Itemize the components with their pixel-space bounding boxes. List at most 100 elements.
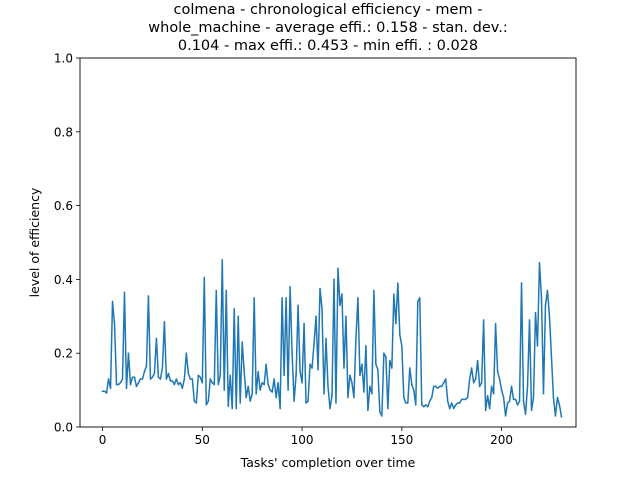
- series-point: [101, 390, 104, 392]
- series-point: [345, 315, 347, 318]
- series-point: [381, 415, 383, 417]
- series-point: [213, 383, 216, 386]
- series-point: [468, 378, 471, 380]
- series-point: [303, 322, 305, 325]
- series-point: [305, 402, 307, 404]
- series-point: [540, 297, 543, 299]
- chart-title-line: colmena - chronological efficiency - mem…: [174, 2, 483, 18]
- series-point: [444, 378, 447, 380]
- series-point: [315, 315, 317, 318]
- series-point: [530, 409, 533, 412]
- series-point: [189, 378, 192, 380]
- series-point: [135, 385, 138, 388]
- series-point: [223, 389, 225, 391]
- series-point: [442, 381, 445, 384]
- series-point: [291, 352, 293, 354]
- series-point: [203, 276, 206, 279]
- series-point: [253, 297, 255, 299]
- series-point: [319, 287, 321, 290]
- series-point: [488, 407, 491, 410]
- series-point: [554, 415, 557, 417]
- series-point: [149, 378, 152, 380]
- series-point: [163, 321, 166, 323]
- series-point: [359, 374, 361, 377]
- series-point: [105, 392, 108, 394]
- series-point: [361, 363, 363, 366]
- series-point: [289, 286, 291, 288]
- series-point: [249, 400, 251, 402]
- series-point: [239, 402, 241, 404]
- series-point: [187, 372, 190, 375]
- series-point: [375, 363, 377, 366]
- series-point: [167, 372, 170, 375]
- series-point: [494, 322, 497, 325]
- series-point: [391, 367, 393, 369]
- series-point: [462, 398, 465, 401]
- series-point: [243, 370, 245, 373]
- series-point: [385, 356, 387, 358]
- series-point: [367, 409, 369, 412]
- series-point: [161, 367, 164, 369]
- series-point: [544, 304, 547, 306]
- series-point: [275, 396, 277, 399]
- series-point: [333, 278, 335, 281]
- series-point: [518, 400, 521, 402]
- y-tick-label: 1.0: [54, 52, 73, 66]
- series-point: [227, 405, 229, 408]
- series-point: [251, 393, 253, 395]
- series-point: [514, 398, 517, 401]
- plot-area-frame: [79, 57, 577, 428]
- series-point: [371, 393, 373, 395]
- series-point: [125, 387, 128, 389]
- series-point: [287, 389, 289, 391]
- series-point: [113, 322, 116, 325]
- series-point: [351, 381, 353, 384]
- series-point: [255, 393, 257, 395]
- series-point: [417, 300, 419, 303]
- series-point: [512, 398, 515, 401]
- series-point: [431, 396, 433, 399]
- series-point: [478, 385, 481, 388]
- series-point: [197, 374, 200, 377]
- series-point: [119, 381, 122, 384]
- series-point: [241, 341, 243, 343]
- series-point: [169, 380, 172, 382]
- series-point: [520, 282, 523, 284]
- series-point: [526, 385, 529, 388]
- series-point: [179, 381, 182, 384]
- series-point: [175, 378, 178, 380]
- series-point: [500, 389, 503, 391]
- series-point: [165, 378, 168, 380]
- series-point: [185, 352, 188, 354]
- series-point: [183, 378, 186, 380]
- series-point: [335, 402, 337, 404]
- series-point: [339, 304, 341, 306]
- series-point: [377, 369, 379, 371]
- series-point: [231, 407, 233, 410]
- series-point: [508, 400, 511, 402]
- series-point: [115, 383, 118, 386]
- series-point: [373, 289, 375, 292]
- series-point: [123, 291, 126, 294]
- series-point: [446, 400, 449, 402]
- series-point: [415, 404, 417, 406]
- series-point: [207, 400, 210, 402]
- series-point: [542, 393, 545, 395]
- series-point: [245, 396, 247, 399]
- series-point: [229, 374, 231, 377]
- series-point: [355, 337, 357, 340]
- series-point: [425, 404, 427, 406]
- series-point: [121, 378, 124, 380]
- series-point: [490, 385, 493, 388]
- series-point: [484, 409, 487, 412]
- series-point: [103, 390, 106, 392]
- series-point: [219, 374, 222, 377]
- series-point: [423, 405, 425, 408]
- series-point: [271, 391, 273, 393]
- series-point: [548, 315, 551, 318]
- series-point: [516, 404, 519, 406]
- series-point: [460, 398, 463, 401]
- series-point: [199, 376, 202, 378]
- series-point: [395, 322, 397, 325]
